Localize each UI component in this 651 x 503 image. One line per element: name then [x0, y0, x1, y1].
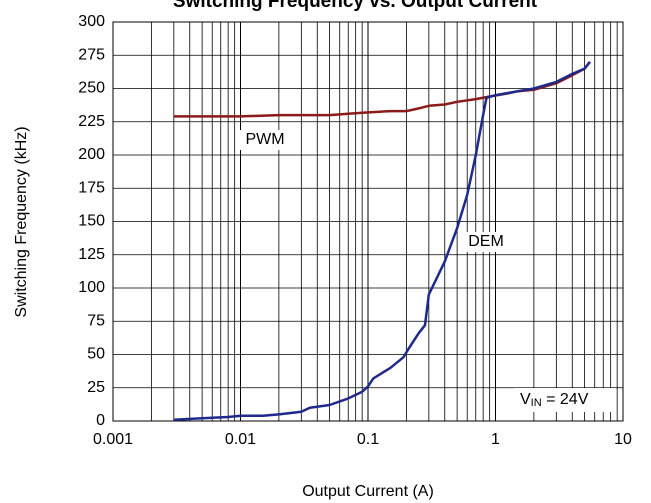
series-label: DEM [468, 233, 504, 250]
y-tick-label: 25 [87, 379, 105, 396]
y-tick-label: 100 [78, 279, 105, 296]
y-tick-label: 200 [78, 146, 105, 163]
plot-frame [112, 21, 624, 422]
y-tick-label: 50 [87, 346, 105, 363]
label-bg [238, 130, 292, 150]
annotation: VIN = 24V [520, 391, 589, 409]
x-tick-label: 10 [614, 431, 632, 448]
y-tick-label: 300 [78, 13, 105, 30]
x-tick-label: 0.1 [357, 431, 379, 448]
annotation-part: IN [531, 397, 542, 409]
annotation-part: V [520, 391, 531, 408]
y-tick-label: 75 [87, 312, 105, 329]
x-tick-label: 0.01 [225, 431, 256, 448]
x-axis-label: Output Current (A) [302, 483, 434, 500]
y-tick-label: 150 [78, 213, 105, 230]
x-tick-label: 1 [491, 431, 500, 448]
x-tick-label: 0.001 [93, 431, 133, 448]
y-tick-label: 125 [78, 246, 105, 263]
y-tick-label: 275 [78, 46, 105, 63]
y-tick-label: 225 [78, 113, 105, 130]
series-line [173, 61, 591, 421]
y-axis-label: Switching Frequency (kHz) [13, 126, 30, 317]
y-tick-label: 250 [78, 80, 105, 97]
series-label: PWM [245, 131, 284, 148]
y-tick-label: 0 [96, 412, 105, 429]
annotation-bg [514, 388, 616, 412]
label-bg [460, 232, 512, 252]
y-tick-label: 175 [78, 179, 105, 196]
annotation-part: = 24V [542, 391, 589, 408]
chart-title: Switching Frequency vs. Output Current [173, 0, 538, 12]
